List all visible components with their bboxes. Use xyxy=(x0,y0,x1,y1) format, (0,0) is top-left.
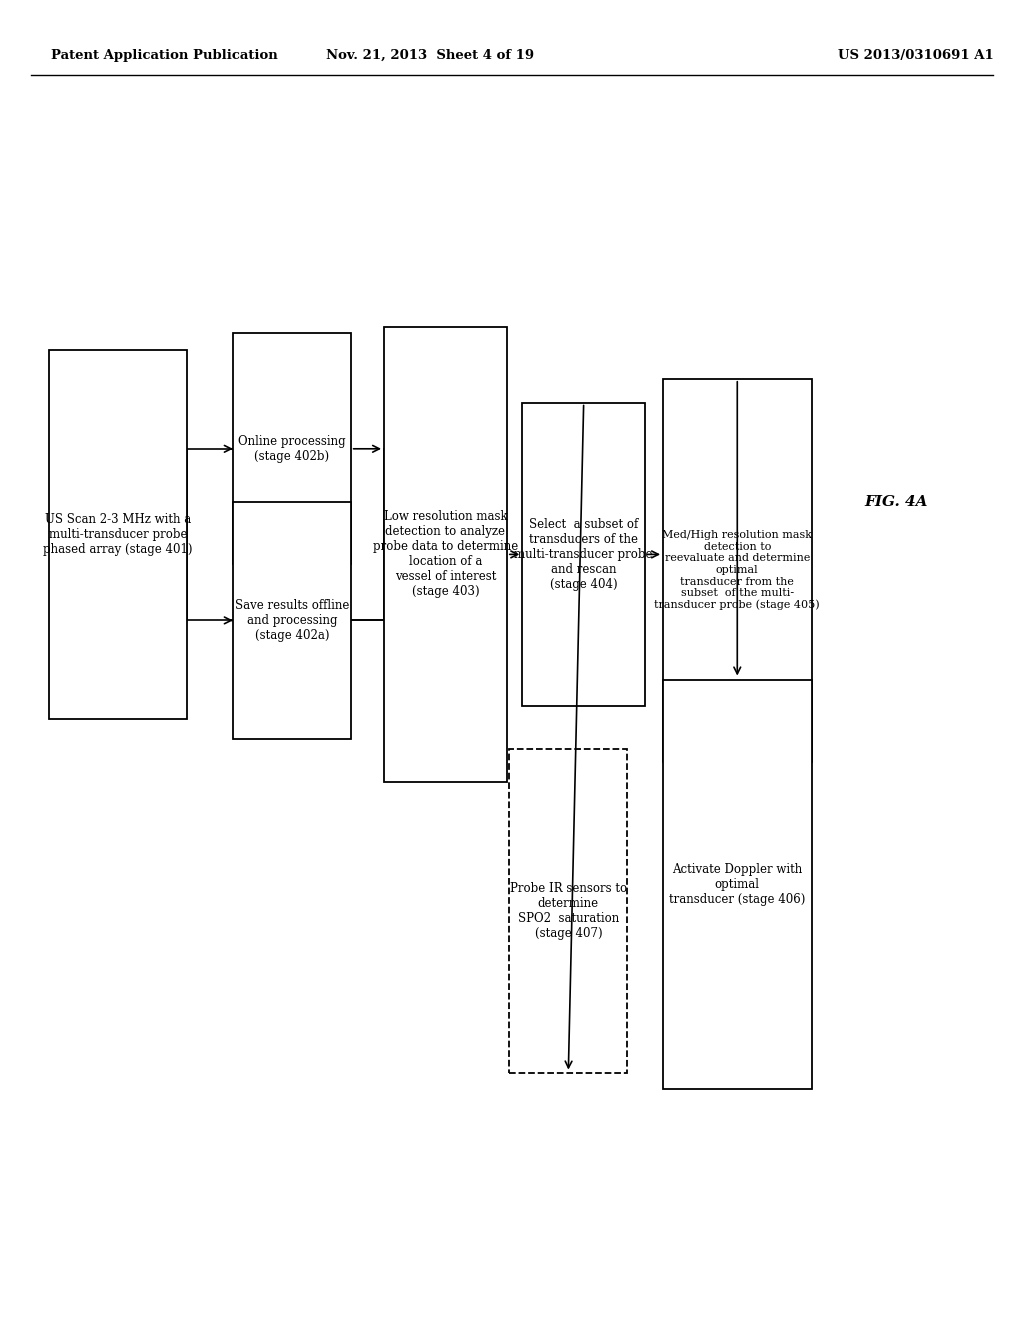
Bar xyxy=(522,403,645,706)
Text: Save results offline
and processing
(stage 402a): Save results offline and processing (sta… xyxy=(234,599,349,642)
Text: Nov. 21, 2013  Sheet 4 of 19: Nov. 21, 2013 Sheet 4 of 19 xyxy=(326,49,535,62)
Bar xyxy=(664,379,811,762)
Text: US Scan 2-3 MHz with a
multi-transducer probe
phased array (stage 401): US Scan 2-3 MHz with a multi-transducer … xyxy=(43,513,193,556)
Text: US 2013/0310691 A1: US 2013/0310691 A1 xyxy=(838,49,993,62)
Bar xyxy=(664,680,811,1089)
Bar xyxy=(49,350,186,719)
Bar xyxy=(510,750,627,1072)
Text: Low resolution mask
detection to analyze
probe data to determine
location of a
v: Low resolution mask detection to analyze… xyxy=(373,511,518,598)
Text: Probe IR sensors to
determine
SPO2  saturation
(stage 407): Probe IR sensors to determine SPO2 satur… xyxy=(510,882,627,940)
Text: FIG. 4A: FIG. 4A xyxy=(864,495,928,508)
Text: Select  a subset of
transducers of the
multi-transducer probe
and rescan
(stage : Select a subset of transducers of the mu… xyxy=(514,517,653,591)
Bar xyxy=(232,502,350,739)
Text: Med/High resolution mask
detection to
reevaluate and determine
optimal
transduce: Med/High resolution mask detection to re… xyxy=(654,531,820,610)
Text: Patent Application Publication: Patent Application Publication xyxy=(51,49,278,62)
Bar xyxy=(384,327,507,781)
Text: Activate Doppler with
optimal
transducer (stage 406): Activate Doppler with optimal transducer… xyxy=(669,863,806,906)
Bar xyxy=(232,333,350,565)
Text: Online processing
(stage 402b): Online processing (stage 402b) xyxy=(238,434,346,463)
